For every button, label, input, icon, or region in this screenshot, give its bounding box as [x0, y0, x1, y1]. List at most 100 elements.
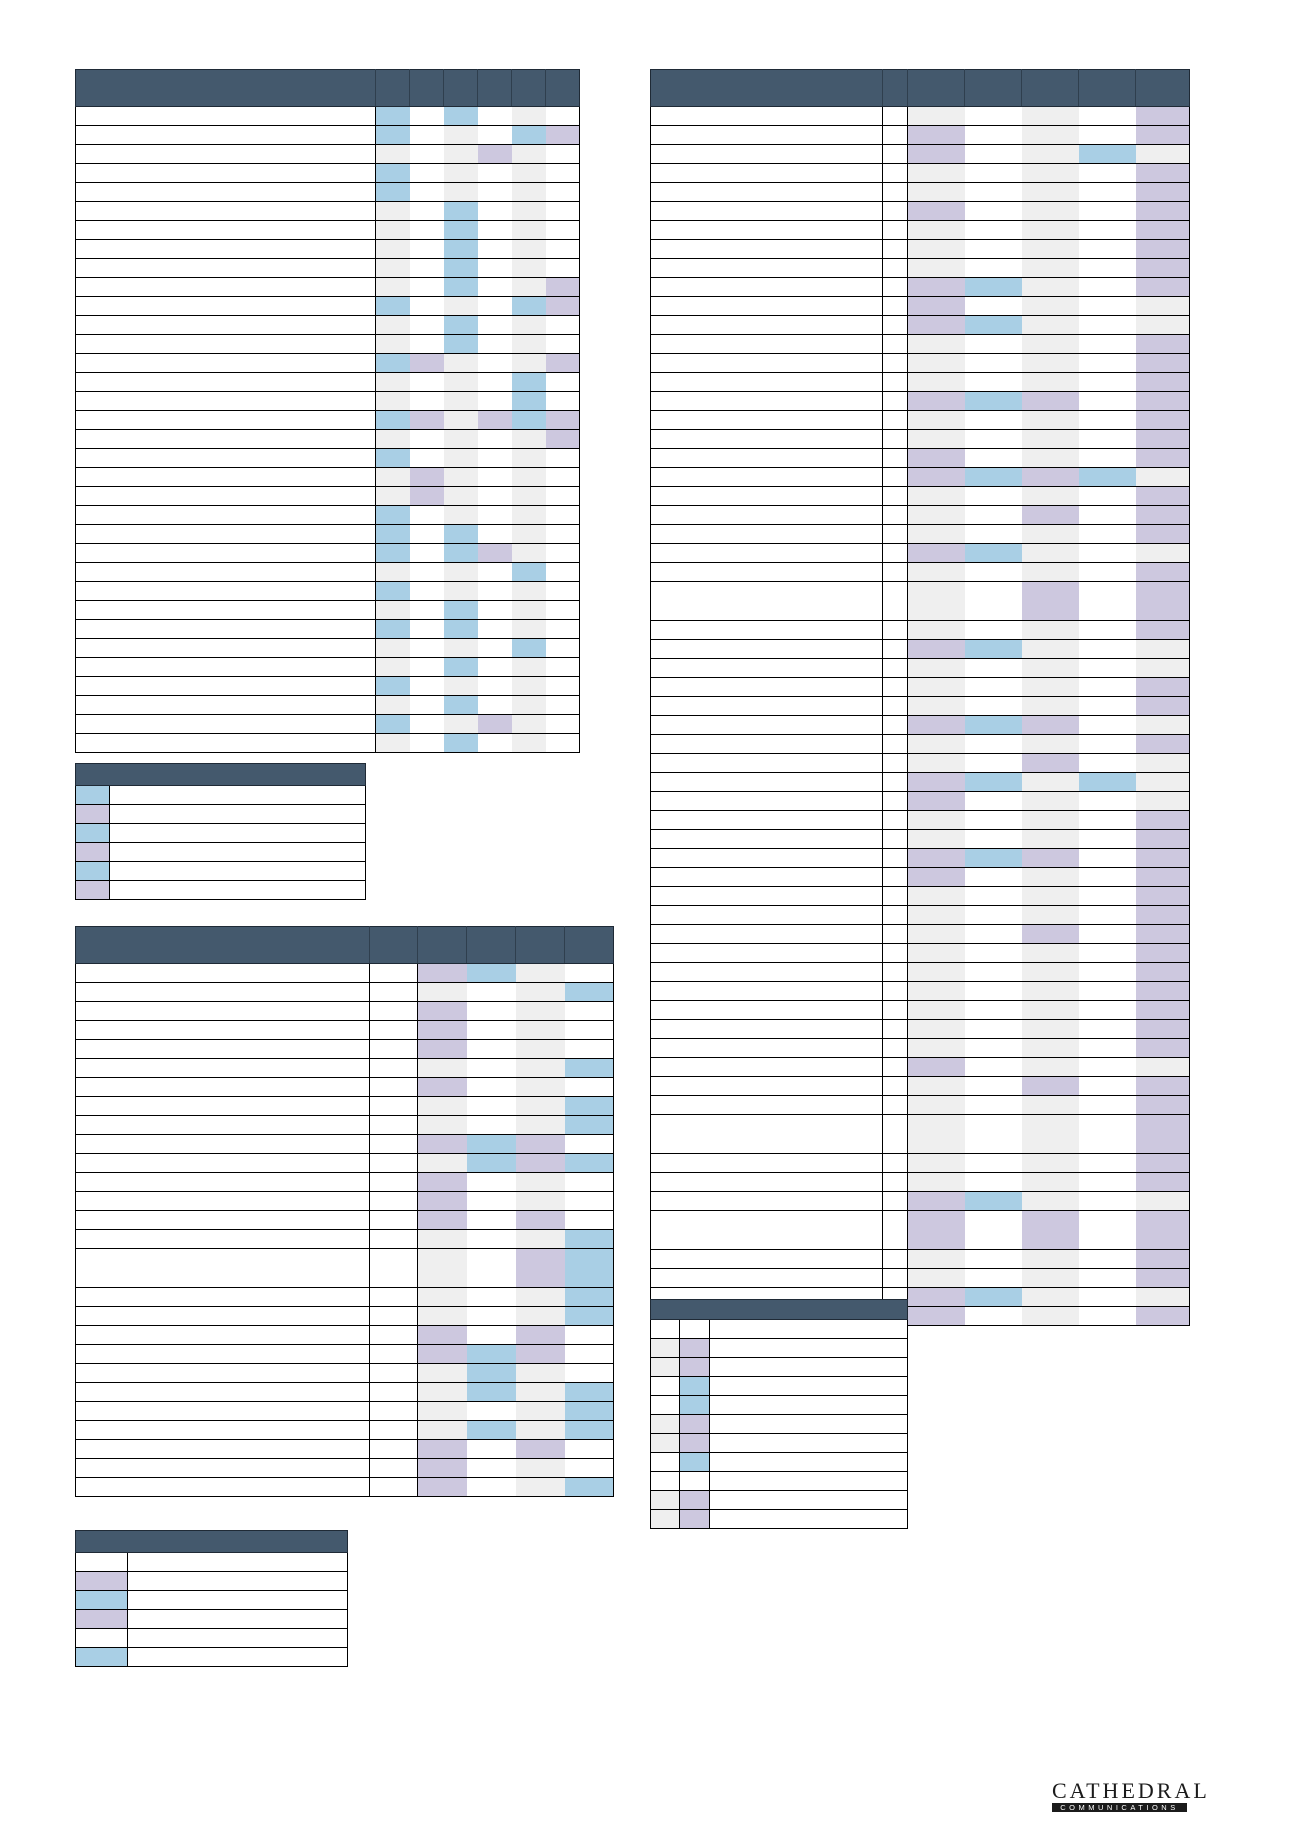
status-cell: [1135, 734, 1190, 754]
status-cell: [1021, 220, 1079, 240]
status-cell: [1078, 372, 1136, 392]
status-cell: [964, 182, 1022, 202]
table-row: [650, 125, 1190, 145]
status-cell: [511, 125, 546, 145]
status-cell: [409, 657, 444, 677]
status-cell: [1021, 981, 1079, 1001]
key-swatch-cell: [650, 1509, 680, 1529]
status-cell: [515, 1363, 565, 1383]
table-row: [75, 1115, 614, 1135]
table-row: [75, 182, 580, 202]
status-cell: [964, 658, 1022, 678]
status-cell: [477, 220, 512, 240]
status-cell: [964, 620, 1022, 640]
row-spacer-cell: [369, 1172, 418, 1192]
row-label-cell: [75, 1344, 370, 1364]
table-row: [75, 315, 580, 335]
table-row: [650, 1038, 1190, 1058]
status-cell: [1078, 829, 1136, 849]
row-label-cell: [650, 943, 883, 963]
status-cell: [409, 524, 444, 544]
status-cell: [511, 391, 546, 411]
status-cell: [907, 277, 965, 297]
status-cell: [964, 353, 1022, 373]
status-cell: [907, 981, 965, 1001]
key-description-cell: [127, 1647, 348, 1667]
row-label-cell: [75, 505, 376, 525]
table-row: [75, 657, 580, 677]
row-spacer-cell: [882, 1038, 908, 1058]
status-cell: [511, 201, 546, 221]
status-cell: [1021, 848, 1079, 868]
row-spacer-cell: [882, 562, 908, 582]
status-cell: [907, 125, 965, 145]
status-cell: [1021, 296, 1079, 316]
row-spacer-cell: [882, 1210, 908, 1250]
status-cell: [511, 163, 546, 183]
table-row: [75, 861, 366, 881]
row-spacer-cell: [882, 220, 908, 240]
status-cell: [443, 448, 478, 468]
status-cell: [466, 1382, 516, 1402]
row-label-cell: [650, 144, 883, 164]
status-cell: [1135, 1114, 1190, 1154]
status-cell: [409, 714, 444, 734]
row-label-cell: [650, 391, 883, 411]
status-cell: [907, 1210, 965, 1250]
row-spacer-cell: [882, 734, 908, 754]
table-row: [650, 829, 1190, 849]
status-cell: [964, 696, 1022, 716]
status-cell: [417, 1134, 467, 1154]
status-cell: [545, 619, 580, 639]
status-cell: [409, 353, 444, 373]
table-row: [75, 467, 580, 487]
status-cell: [409, 315, 444, 335]
row-label-cell: [650, 125, 883, 145]
status-cell: [466, 1020, 516, 1040]
row-label-cell: [650, 372, 883, 392]
table-row: [75, 1382, 614, 1402]
status-cell: [907, 562, 965, 582]
table-row: [75, 1248, 614, 1288]
table-row: [75, 1552, 348, 1572]
status-cell: [1021, 505, 1079, 525]
status-cell: [443, 353, 478, 373]
row-spacer-cell: [882, 1172, 908, 1192]
row-label-cell: [75, 1191, 370, 1211]
status-cell: [477, 201, 512, 221]
table-row: [75, 1191, 614, 1211]
status-cell: [375, 372, 410, 392]
row-label-cell: [75, 372, 376, 392]
status-cell: [511, 258, 546, 278]
status-cell: [545, 733, 580, 753]
table-row: [650, 753, 1190, 773]
logo-wordmark: CATHEDRAL: [1052, 1778, 1210, 1803]
status-cell: [417, 1477, 467, 1497]
status-cell: [511, 695, 546, 715]
status-cell: [417, 1172, 467, 1192]
header-column-cell: [375, 69, 410, 107]
status-cell: [545, 391, 580, 411]
status-cell: [1078, 848, 1136, 868]
status-cell: [1078, 543, 1136, 563]
status-cell: [1021, 410, 1079, 430]
status-cell: [1135, 1153, 1190, 1173]
status-cell: [964, 1249, 1022, 1269]
status-cell: [907, 886, 965, 906]
row-label-cell: [650, 772, 883, 792]
status-cell: [1021, 201, 1079, 221]
row-spacer-cell: [882, 1191, 908, 1211]
status-cell: [1135, 867, 1190, 887]
status-cell: [1135, 1095, 1190, 1115]
status-cell: [417, 1363, 467, 1383]
status-cell: [545, 638, 580, 658]
row-label-cell: [650, 1057, 883, 1077]
status-cell: [545, 125, 580, 145]
row-spacer-cell: [882, 353, 908, 373]
status-cell: [907, 791, 965, 811]
status-cell: [1021, 486, 1079, 506]
row-spacer-cell: [369, 1248, 418, 1288]
status-cell: [1135, 505, 1190, 525]
status-cell: [511, 505, 546, 525]
status-cell: [409, 505, 444, 525]
